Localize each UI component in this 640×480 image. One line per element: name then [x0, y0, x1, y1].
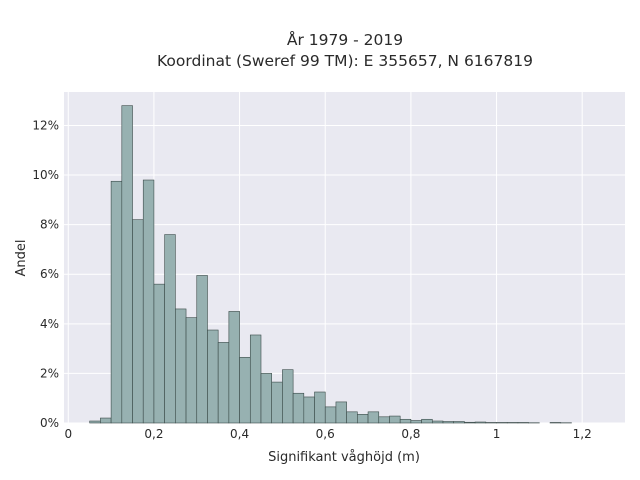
histogram-bar [357, 414, 369, 424]
histogram-bar [153, 283, 165, 424]
histogram-bar [453, 421, 465, 424]
y-tick-label: 4% [40, 317, 59, 331]
histogram-bar [421, 418, 433, 424]
histogram-bars [89, 105, 572, 424]
histogram-bar [346, 411, 358, 424]
chart-title-line-1: År 1979 - 2019 [287, 30, 403, 49]
histogram-bar [292, 392, 305, 424]
y-axis-title: Andel [14, 240, 29, 277]
histogram-bar [175, 308, 187, 424]
histogram-bar [303, 396, 315, 424]
histogram-bar [464, 421, 476, 424]
histogram-bar [196, 275, 208, 424]
x-tick-labels: 0 0,2 0,4 0,6 0,8 1 1,2 [64, 427, 591, 441]
x-tick-label: 1,2 [573, 427, 592, 441]
histogram-bar [367, 411, 380, 424]
x-tick-label: 0,6 [316, 427, 335, 441]
x-tick-label: 1 [493, 427, 501, 441]
histogram-bar [249, 334, 262, 424]
histogram-bar [474, 421, 487, 424]
histogram-bar [389, 415, 401, 424]
histogram-bar [239, 356, 251, 424]
histogram-bar [399, 418, 412, 424]
y-tick-labels: 0% 2% 4% 6% 8% 10% 12% [32, 118, 59, 430]
histogram-bar [314, 391, 326, 424]
histogram-bar [100, 417, 112, 424]
histogram-bar [121, 105, 133, 424]
x-tick-label: 0,4 [230, 427, 249, 441]
histogram-bar [110, 180, 123, 424]
histogram-bar [207, 329, 219, 424]
y-tick-label: 2% [40, 366, 59, 380]
chart-title-line-2: Koordinat (Sweref 99 TM): E 355657, N 61… [157, 52, 533, 70]
histogram-bar [185, 317, 198, 424]
x-tick-label: 0,8 [401, 427, 420, 441]
histogram-bar [89, 420, 101, 424]
histogram-bar [260, 373, 272, 424]
histogram-bar [271, 381, 283, 424]
x-tick-label: 0 [64, 427, 72, 441]
histogram-bar [228, 311, 240, 424]
histogram-bar [378, 416, 390, 424]
histogram-bar [142, 179, 155, 424]
histogram-bar [324, 406, 337, 424]
x-tick-label: 0,2 [144, 427, 163, 441]
histogram-bar [164, 234, 176, 424]
histogram-bar [132, 219, 144, 424]
x-axis-title: Signifikant våghöjd (m) [268, 450, 420, 465]
histogram-bar [410, 420, 422, 424]
y-tick-label: 10% [32, 168, 59, 182]
histogram-bar [431, 420, 444, 424]
y-tick-label: 12% [32, 118, 59, 132]
histogram-bar [335, 401, 347, 424]
y-tick-label: 0% [40, 416, 59, 430]
histogram-bar [217, 342, 230, 424]
histogram-bar [282, 369, 294, 424]
histogram-bar [442, 421, 455, 424]
y-tick-label: 8% [40, 218, 59, 232]
y-tick-label: 6% [40, 267, 59, 281]
